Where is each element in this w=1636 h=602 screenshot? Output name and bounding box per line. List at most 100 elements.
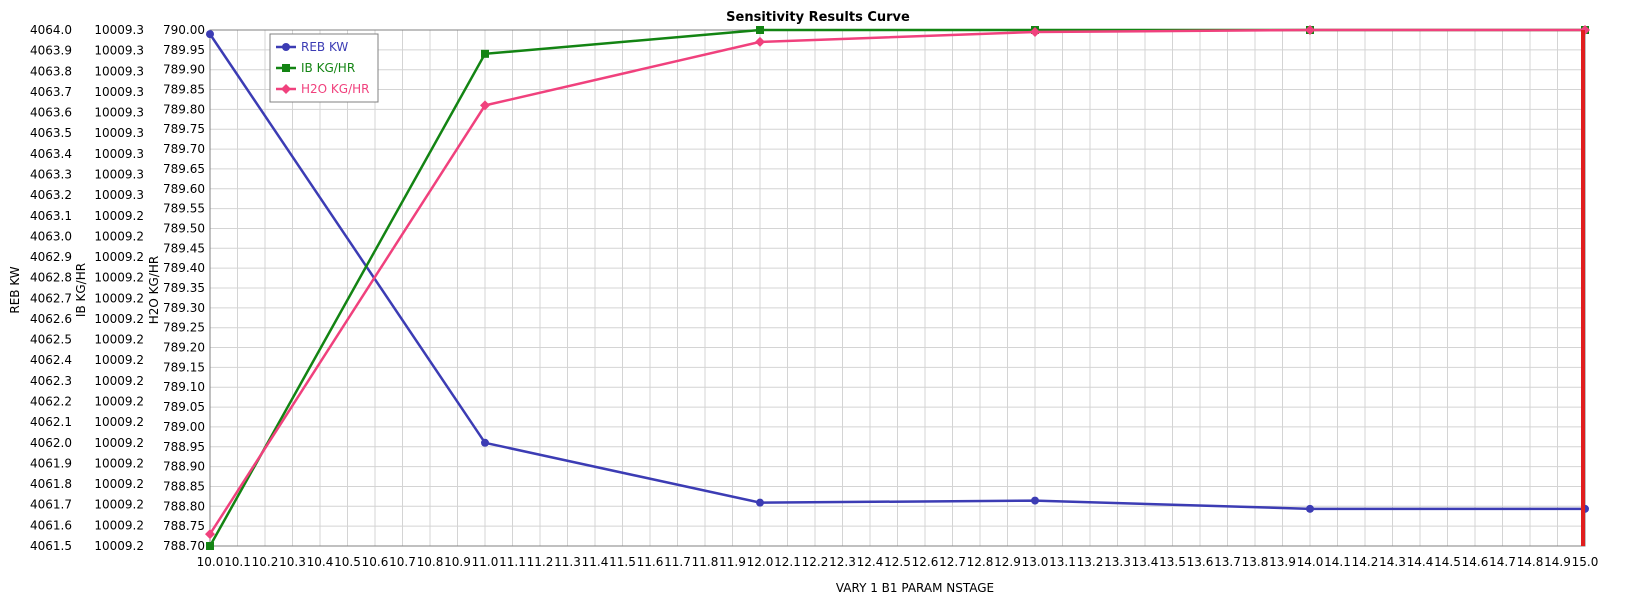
data-point	[282, 43, 290, 51]
x-tick-label: 10.5	[334, 555, 361, 569]
y-tick-label: 789.90	[163, 63, 205, 77]
x-tick-label: 12.0	[747, 555, 774, 569]
h2o-kghr-axis-label: H2O KG/HR	[147, 256, 161, 325]
legend-label: REB KW	[301, 40, 348, 54]
x-tick-label: 11.2	[527, 555, 554, 569]
y-tick-label: 789.40	[163, 261, 205, 275]
y-tick-label: 790.00	[163, 23, 205, 37]
x-tick-label: 14.7	[1489, 555, 1516, 569]
x-tick-label: 10.4	[307, 555, 334, 569]
x-tick-label: 12.3	[829, 555, 856, 569]
data-point	[206, 30, 214, 39]
x-tick-label: 13.0	[1022, 555, 1049, 569]
y-tick-label: 4062.9	[30, 250, 72, 264]
y-tick-label: 4064.0	[30, 23, 72, 37]
y-tick-label: 10009.3	[94, 64, 144, 78]
x-tick-label: 12.6	[912, 555, 939, 569]
y-tick-label: 4063.7	[30, 85, 72, 99]
y-tick-label: 10009.2	[94, 498, 144, 512]
y-tick-label: 4062.8	[30, 271, 72, 285]
x-tick-label: 14.6	[1462, 555, 1489, 569]
y-tick-label: 789.15	[163, 360, 205, 374]
y-tick-label: 4063.8	[30, 64, 72, 78]
x-tick-label: 12.8	[967, 555, 994, 569]
y-tick-label: 10009.2	[94, 518, 144, 532]
x-tick-label: 14.3	[1379, 555, 1406, 569]
x-tick-label: 10.1	[224, 555, 251, 569]
y-tick-label: 10009.2	[94, 415, 144, 429]
ib-kghr-axis-label: IB KG/HR	[74, 263, 88, 317]
x-tick-label: 12.7	[939, 555, 966, 569]
y-tick-label: 789.20	[163, 341, 205, 355]
y-tick-label: 788.80	[163, 499, 205, 513]
y-tick-label: 10009.2	[94, 353, 144, 367]
y-tick-label: 789.60	[163, 182, 205, 196]
series-line	[208, 28, 1585, 535]
y-tick-label: 4062.3	[30, 374, 72, 388]
y-tick-label: 4063.0	[30, 229, 72, 243]
legend: REB KW IB KG/HR H2O KG/HR	[269, 33, 379, 103]
x-tick-label: 13.6	[1187, 555, 1214, 569]
data-point	[481, 438, 489, 447]
y-tick-label: 10009.2	[94, 312, 144, 326]
y-tick-label: 10009.2	[94, 374, 144, 388]
x-tick-label: 11.9	[719, 555, 746, 569]
y-tick-label: 10009.2	[94, 395, 144, 409]
x-tick-label: 12.9	[994, 555, 1021, 569]
x-tick-label: 10.8	[417, 555, 444, 569]
y-tick-label: 10009.2	[94, 333, 144, 347]
h2o-kghr-axis: 790.00 789.95 789.90 789.85 789.80 789.75 789.…	[163, 23, 205, 553]
x-tick-label: 11.6	[637, 555, 664, 569]
y-tick-label: 789.35	[163, 281, 205, 295]
data-point	[755, 36, 765, 47]
y-tick-label: 10009.2	[94, 436, 144, 450]
y-tick-label: 789.10	[163, 380, 205, 394]
y-tick-label: 789.55	[163, 202, 205, 216]
x-tick-label: 13.4	[1132, 555, 1159, 569]
x-tick-label: 10.3	[279, 555, 306, 569]
x-tick-label: 11.1	[499, 555, 526, 569]
legend-label: IB KG/HR	[301, 61, 355, 75]
reb-kw-axis: 4064.0 4063.9 4063.8 4063.7 4063.6 4063.5 4063…	[30, 23, 72, 553]
x-tick-label: 13.2	[1077, 555, 1104, 569]
y-tick-label: 10009.3	[94, 188, 144, 202]
data-point	[1030, 26, 1040, 37]
x-tick-label: 13.5	[1159, 555, 1186, 569]
y-tick-label: 10009.3	[94, 23, 144, 37]
y-tick-label: 4063.2	[30, 188, 72, 202]
x-tick-label: 11.5	[609, 555, 636, 569]
y-tick-label: 4062.0	[30, 436, 72, 450]
y-tick-label: 788.90	[163, 460, 205, 474]
y-tick-label: 4062.1	[30, 415, 72, 429]
y-tick-label: 10009.2	[94, 271, 144, 285]
data-point	[282, 64, 290, 72]
grid-lines	[209, 29, 1586, 547]
x-tick-label: 14.2	[1352, 555, 1379, 569]
x-tick-label: 11.4	[582, 555, 609, 569]
data-point	[281, 84, 291, 94]
y-tick-label: 4061.5	[30, 539, 72, 553]
x-tick-label: 15.0	[1572, 555, 1599, 569]
x-tick-label: 12.1	[774, 555, 801, 569]
y-tick-label: 10009.2	[94, 477, 144, 491]
x-tick-label: 10.2	[252, 555, 279, 569]
y-tick-label: 4062.2	[30, 395, 72, 409]
legend-label: H2O KG/HR	[301, 82, 370, 96]
y-tick-label: 10009.2	[94, 250, 144, 264]
y-tick-label: 789.25	[163, 321, 205, 335]
ib-kghr-axis: 10009.3 10009.3 10009.3 10009.3 10009.3 10009…	[94, 23, 144, 553]
y-tick-label: 10009.3	[94, 44, 144, 58]
y-tick-label: 4061.6	[30, 518, 72, 532]
y-tick-label: 789.50	[163, 221, 205, 235]
y-tick-label: 789.65	[163, 162, 205, 176]
data-point	[206, 542, 214, 550]
x-tick-label: 14.4	[1407, 555, 1434, 569]
y-tick-label: 789.00	[163, 420, 205, 434]
x-tick-label: 12.5	[884, 555, 911, 569]
x-tick-label: 14.9	[1544, 555, 1571, 569]
x-tick-label: 14.0	[1297, 555, 1324, 569]
reb-kw-axis-label: REB KW	[8, 266, 22, 313]
series-line	[208, 33, 1585, 511]
x-tick-label: 13.7	[1214, 555, 1241, 569]
